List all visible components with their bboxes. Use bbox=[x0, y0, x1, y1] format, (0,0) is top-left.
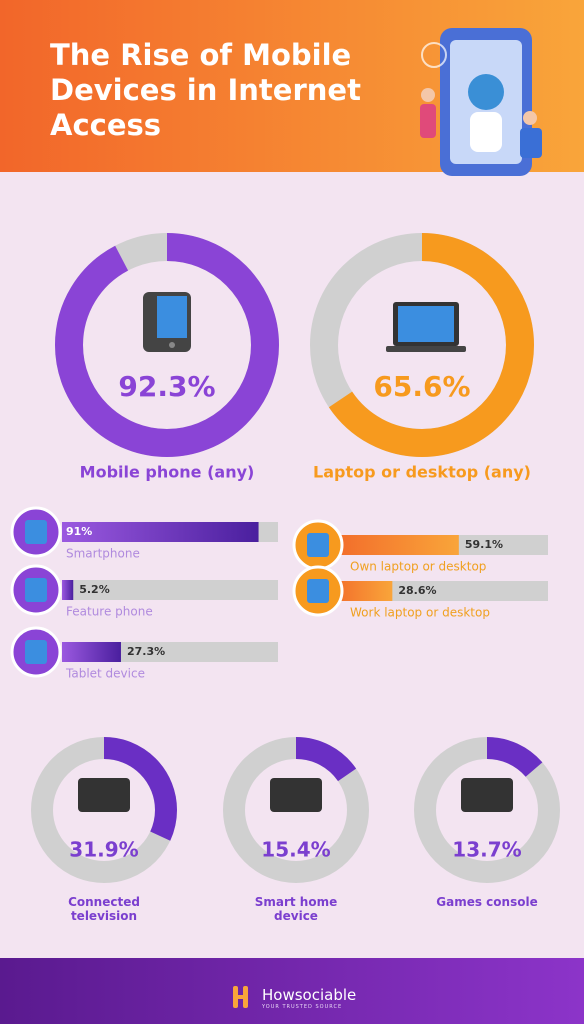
bar-icon-screen bbox=[25, 640, 47, 664]
bar-category: Tablet device bbox=[65, 667, 145, 681]
bar-icon-screen bbox=[25, 578, 47, 602]
small-donut-label: Connected television bbox=[68, 895, 140, 923]
bar bbox=[330, 535, 459, 555]
donut-arc bbox=[414, 737, 560, 883]
donut-value: 65.6% bbox=[373, 370, 470, 403]
phone-icon bbox=[143, 292, 191, 352]
bar-category: Own laptop or desktop bbox=[350, 560, 486, 574]
small-donut-label: Games console bbox=[436, 895, 538, 909]
bar-icon-screen bbox=[25, 520, 47, 544]
donut-arc bbox=[31, 737, 177, 883]
donut-label: Mobile phone (any) bbox=[80, 463, 255, 482]
footer-logo bbox=[233, 986, 248, 1008]
bar-category: Smartphone bbox=[66, 547, 140, 561]
bar bbox=[62, 522, 259, 542]
small-donut-label: Smart home device bbox=[254, 895, 338, 923]
small-donut-icon bbox=[78, 778, 130, 812]
bar-value: 28.6% bbox=[398, 584, 436, 597]
header-illustration bbox=[420, 28, 542, 176]
bar-track bbox=[62, 580, 278, 600]
small-donut-value: 15.4% bbox=[261, 838, 330, 862]
donut-value: 92.3% bbox=[118, 370, 215, 403]
bar-category: Feature phone bbox=[66, 605, 153, 619]
bar-category: Work laptop or desktop bbox=[350, 606, 490, 620]
bar-icon-screen bbox=[307, 579, 329, 603]
laptop-icon bbox=[386, 302, 466, 352]
donut-arc bbox=[55, 233, 279, 457]
small-donut-icon bbox=[461, 778, 513, 812]
bar-value: 5.2% bbox=[79, 583, 110, 596]
small-donut-icon bbox=[270, 778, 322, 812]
small-donut-value: 13.7% bbox=[452, 838, 521, 862]
bar bbox=[330, 581, 393, 601]
small-donut-value: 31.9% bbox=[69, 838, 138, 862]
bar-value: 59.1% bbox=[465, 538, 503, 551]
bar-value: 27.3% bbox=[127, 645, 165, 658]
footer-background bbox=[0, 958, 584, 1024]
bar-icon-screen bbox=[307, 533, 329, 557]
donut-arc bbox=[223, 737, 369, 883]
bar bbox=[62, 580, 74, 600]
donut-label: Laptop or desktop (any) bbox=[313, 463, 531, 482]
brand: Howsociable bbox=[262, 986, 357, 1004]
bar-value: 91% bbox=[66, 525, 92, 538]
tagline: YOUR TRUSTED SOURCE bbox=[262, 1004, 343, 1010]
donut-arc bbox=[310, 233, 534, 457]
bar bbox=[62, 642, 121, 662]
title: The Rise of Mobile Devices in Internet A… bbox=[50, 38, 361, 142]
